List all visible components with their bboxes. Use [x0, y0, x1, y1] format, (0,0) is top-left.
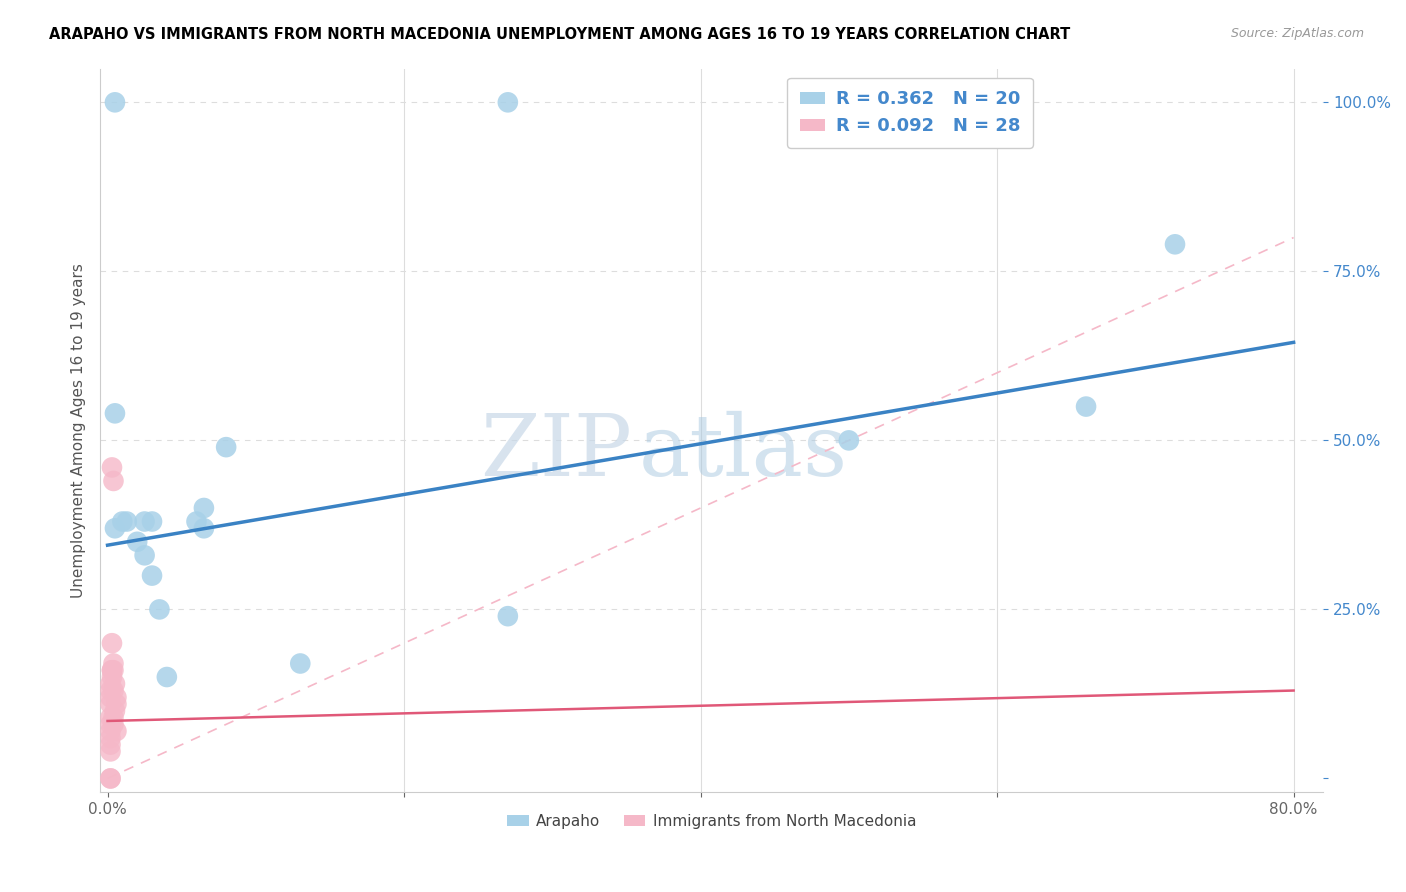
Point: [100, 683, 122, 698]
Text: atlas: atlas: [638, 410, 848, 493]
Point: [103, 717, 125, 731]
Point: [134, 549, 156, 563]
Point: [105, 724, 128, 739]
Point: [103, 663, 125, 677]
Point: [496, 609, 519, 624]
Y-axis label: Unemployment Among Ages 16 to 19 years: Unemployment Among Ages 16 to 19 years: [72, 263, 86, 598]
Point: [104, 406, 127, 420]
Point: [101, 460, 124, 475]
Text: ARAPAHO VS IMMIGRANTS FROM NORTH MACEDONIA UNEMPLOYMENT AMONG AGES 16 TO 19 YEAR: ARAPAHO VS IMMIGRANTS FROM NORTH MACEDON…: [49, 27, 1070, 42]
Point: [100, 772, 122, 786]
Point: [100, 738, 122, 752]
Point: [100, 710, 122, 724]
Point: [115, 515, 138, 529]
Point: [186, 515, 208, 529]
Point: [496, 95, 519, 110]
Point: [105, 697, 128, 711]
Point: [193, 500, 215, 515]
Point: [148, 602, 170, 616]
Point: [104, 95, 127, 110]
Point: [100, 717, 122, 731]
Point: [156, 670, 179, 684]
Point: [103, 710, 125, 724]
Point: [100, 697, 122, 711]
Text: Source: ZipAtlas.com: Source: ZipAtlas.com: [1230, 27, 1364, 40]
Point: [104, 521, 127, 535]
Point: [127, 534, 149, 549]
Point: [100, 724, 122, 739]
Point: [104, 704, 127, 718]
Point: [105, 690, 128, 705]
Point: [290, 657, 312, 671]
Point: [134, 515, 156, 529]
Point: [103, 657, 125, 671]
Point: [100, 731, 122, 745]
Point: [101, 663, 124, 677]
Point: [100, 690, 122, 705]
Legend: Arapaho, Immigrants from North Macedonia: Arapaho, Immigrants from North Macedonia: [501, 808, 922, 835]
Point: [111, 515, 134, 529]
Point: [1074, 400, 1097, 414]
Point: [103, 683, 125, 698]
Point: [101, 663, 124, 677]
Point: [104, 677, 127, 691]
Point: [100, 744, 122, 758]
Point: [103, 474, 125, 488]
Point: [100, 677, 122, 691]
Point: [141, 515, 163, 529]
Point: [141, 568, 163, 582]
Point: [101, 670, 124, 684]
Point: [101, 636, 124, 650]
Point: [215, 440, 238, 454]
Point: [1164, 237, 1187, 252]
Point: [838, 434, 860, 448]
Point: [100, 772, 122, 786]
Point: [193, 521, 215, 535]
Text: ZIP: ZIP: [481, 410, 633, 493]
